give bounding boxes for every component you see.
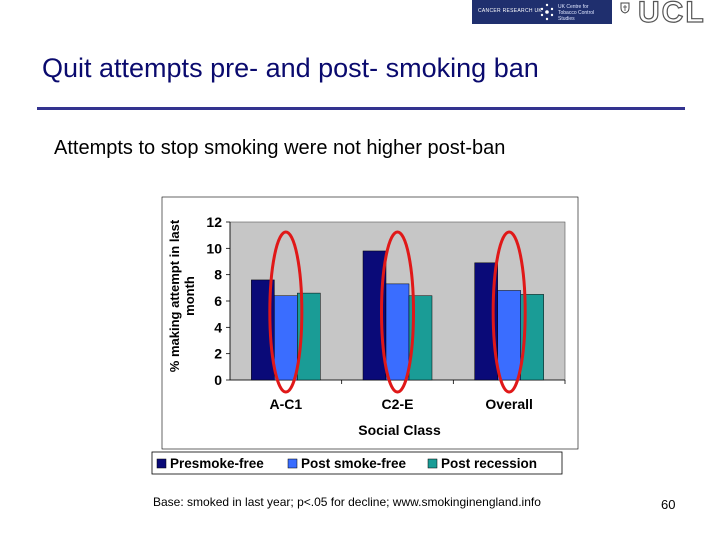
bar bbox=[274, 295, 298, 381]
legend-swatch bbox=[427, 458, 438, 469]
ucl-logo: UCL bbox=[637, 0, 706, 30]
bar bbox=[385, 283, 410, 381]
x-tick-label: C2-E bbox=[382, 396, 414, 412]
header-logos: CANCER RESEARCH UK UK Centre for Tobacco … bbox=[472, 0, 720, 30]
y-tick-label: 8 bbox=[214, 267, 222, 283]
page-title: Quit attempts pre- and post- smoking ban bbox=[42, 53, 539, 83]
sponsor-logo: CANCER RESEARCH UK UK Centre for Tobacco … bbox=[472, 0, 612, 24]
highlight-ellipse bbox=[268, 230, 304, 394]
y-tick-label: 0 bbox=[214, 372, 222, 388]
legend-swatch bbox=[156, 458, 167, 469]
y-tick-label: 4 bbox=[214, 319, 222, 335]
legend-label: Post smoke-free bbox=[301, 456, 407, 471]
title-divider bbox=[37, 107, 685, 110]
crest-icon bbox=[620, 2, 630, 14]
sponsor-logo-text: CANCER RESEARCH UK bbox=[478, 8, 543, 14]
sponsor-star-icon bbox=[540, 3, 554, 21]
bar bbox=[497, 290, 521, 381]
centre-logo-text: UK Centre for Tobacco Control Studies bbox=[558, 4, 595, 22]
page-number: 60 bbox=[661, 497, 676, 512]
legend-box bbox=[151, 451, 563, 475]
legend-label: Presmoke-free bbox=[170, 456, 264, 471]
slide-subtitle: Attempts to stop smoking were not higher… bbox=[54, 137, 506, 159]
y-tick-label: 2 bbox=[214, 346, 222, 362]
legend-label: Post recession bbox=[441, 456, 537, 471]
y-tick-label: 10 bbox=[206, 240, 222, 256]
x-axis-title: Social Class bbox=[358, 422, 441, 438]
chart-border bbox=[161, 196, 579, 450]
legend-swatch bbox=[287, 458, 298, 469]
highlight-ellipse bbox=[491, 230, 527, 394]
y-tick-label: 12 bbox=[206, 214, 222, 230]
footnote: Base: smoked in last year; p<.05 for dec… bbox=[153, 495, 541, 509]
y-tick-label: 6 bbox=[214, 293, 222, 309]
x-tick-label: Overall bbox=[485, 396, 532, 412]
x-tick-label: A-C1 bbox=[269, 396, 302, 412]
bar-chart: 0 2 4 6 8 10 12 A-C1 C2-E Overall Social Class % ma… bbox=[151, 196, 579, 475]
y-axis-title: % making attempt in lastmonth bbox=[167, 219, 197, 372]
highlight-ellipse bbox=[380, 230, 415, 394]
